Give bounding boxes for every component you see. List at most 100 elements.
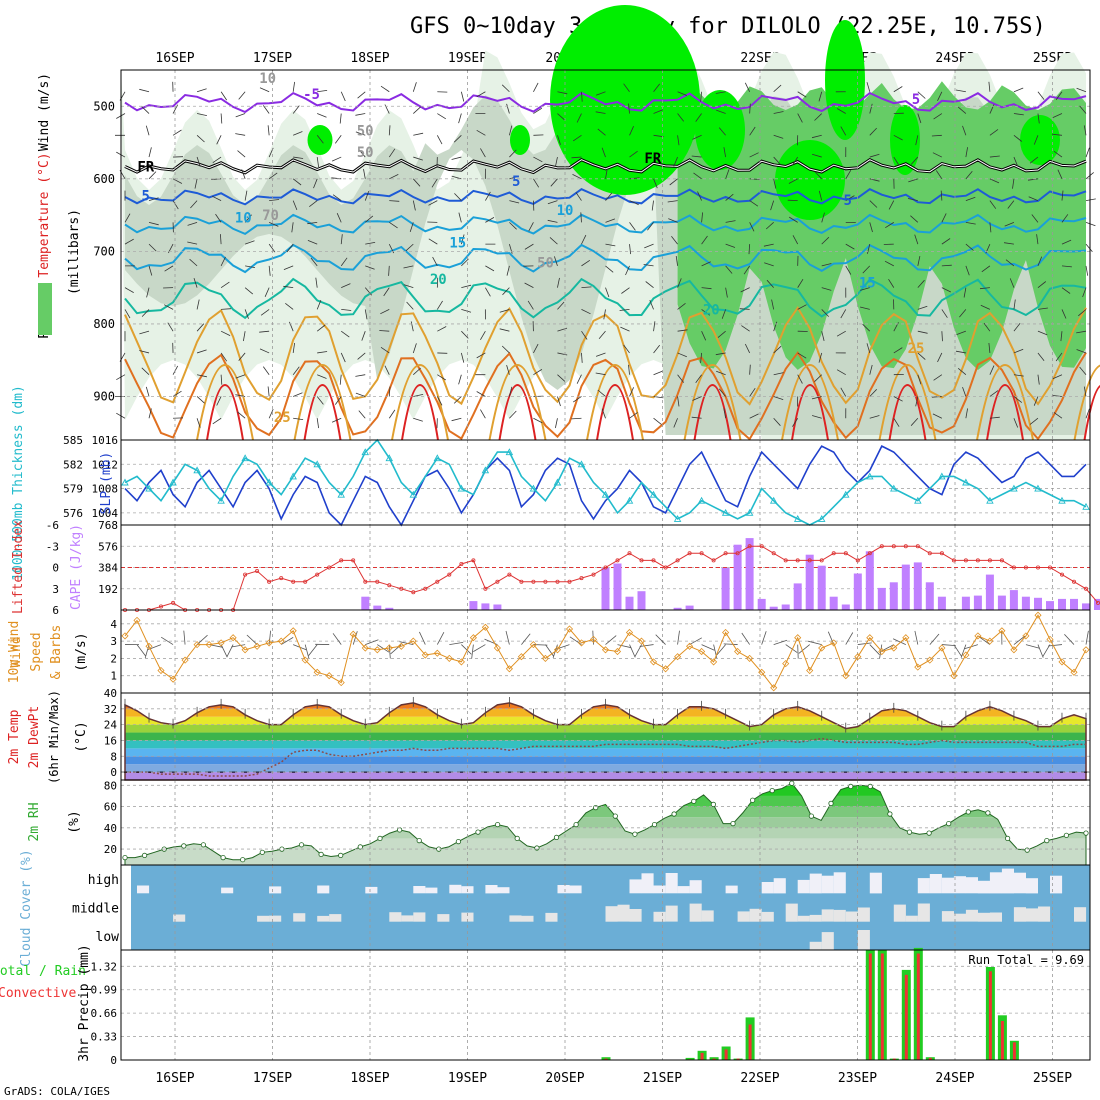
wind-barb	[317, 351, 328, 354]
thickness-marker	[986, 496, 994, 504]
precip-tick: 0.66	[91, 1007, 118, 1020]
ylabel-temp2m-3: (6hr Min/Max)	[47, 690, 61, 784]
li-point	[447, 572, 452, 577]
ylabel-millibars: (millibars)	[67, 209, 82, 295]
wind-barb	[412, 82, 417, 92]
wind-barb	[1078, 309, 1087, 317]
wind-barb	[629, 150, 638, 158]
wind-barb	[293, 131, 303, 136]
wind-barb	[1012, 178, 1015, 189]
wind-point	[481, 623, 489, 631]
wind-barb	[557, 352, 568, 356]
wind-point	[938, 644, 946, 652]
wind-barb	[501, 345, 510, 354]
temp-tick: 16	[104, 734, 117, 747]
wind-barb-10m	[160, 636, 174, 645]
wind-barb	[740, 287, 750, 293]
wind-barb	[413, 106, 421, 114]
wind-barb	[603, 309, 606, 320]
cloud-cell	[821, 875, 834, 894]
wind-barb-10m	[352, 631, 358, 645]
wind-barb	[716, 109, 726, 114]
wind-barb	[718, 388, 726, 397]
wind-barb	[956, 330, 967, 335]
cape-bar	[493, 604, 502, 610]
li-point	[495, 579, 500, 584]
wind-barb	[237, 150, 246, 158]
wind-barb	[220, 374, 223, 385]
wind-barb-10m	[857, 642, 872, 645]
cape-bar	[1009, 590, 1018, 610]
wind-barb	[431, 178, 438, 188]
li-point	[855, 558, 860, 563]
wind-barb	[1079, 366, 1087, 375]
precip-conv-bar	[928, 1057, 932, 1060]
footer-credit: GrADS: COLA/IGES	[4, 1085, 110, 1098]
wind-barb	[480, 330, 486, 340]
cape-bar	[373, 605, 382, 610]
wind-barb	[908, 178, 918, 183]
cloud-cell	[689, 903, 702, 922]
wind-point	[818, 644, 826, 652]
bottom-date-label-24SEP: 24SEP	[935, 1071, 974, 1086]
wind-barb	[148, 221, 159, 226]
wind-barb	[677, 113, 685, 122]
wind-barb	[623, 344, 630, 354]
upper-air-panel: -5 5 FR FR 5 5 5 10 10 15 15 20 20 25 25 10 50 50 70 50 500 6…	[93, 5, 1100, 441]
wind-barb	[797, 374, 803, 384]
wind-barb	[148, 171, 157, 180]
wind-barb	[643, 264, 654, 267]
wind-point	[637, 637, 646, 645]
wind-barb	[963, 287, 967, 298]
wind-barb	[1053, 150, 1063, 158]
wind-barb	[339, 113, 342, 124]
wind-barb	[773, 84, 782, 93]
wind-barb	[557, 301, 565, 310]
precip-conv-bar	[736, 1058, 740, 1060]
contour-line-35	[498, 384, 537, 441]
wind-barb	[148, 408, 152, 419]
ylabel-precip-conv: Convective	[0, 986, 76, 1001]
wind-barb	[220, 91, 228, 101]
cloud-cell	[617, 904, 630, 922]
wind-barb	[581, 352, 583, 363]
cloud-cell	[857, 907, 870, 922]
wind-barb-10m	[845, 632, 854, 645]
wind-barb	[653, 417, 662, 425]
wind-barb-10m	[521, 633, 531, 645]
wind-point	[746, 654, 754, 662]
wind-barb	[845, 265, 852, 275]
cape-bar	[361, 596, 370, 610]
wind-barb	[316, 135, 324, 144]
cloud-cell	[989, 912, 1002, 922]
wind-barb	[572, 134, 582, 142]
wind-barb	[235, 374, 246, 379]
wind-barb	[937, 91, 943, 101]
cloud-cell	[821, 909, 834, 922]
wind-barb	[749, 364, 751, 375]
wind-point	[445, 654, 453, 662]
rh-band	[125, 785, 1086, 796]
wind-barb	[1003, 242, 1014, 245]
wind-barb	[555, 418, 558, 429]
wind-barb	[965, 265, 970, 276]
wind-barb	[428, 238, 438, 245]
wind-barb	[836, 330, 846, 337]
cape-bar	[745, 538, 754, 610]
rh-point	[514, 835, 520, 842]
wind-point	[217, 639, 225, 647]
li-point	[915, 544, 920, 549]
wind-barb	[196, 418, 201, 428]
wind-barb	[773, 417, 781, 426]
thickness-marker	[241, 454, 249, 462]
wind-barb	[701, 261, 711, 267]
contour-line-30b	[683, 364, 742, 441]
wind-barb	[244, 240, 255, 245]
wind-barb	[262, 366, 270, 375]
precip-conv-bar	[1012, 1042, 1016, 1060]
wind-barb	[962, 386, 967, 397]
wind-point	[902, 634, 910, 642]
wind-barb	[965, 408, 968, 419]
wind-barb	[862, 265, 871, 274]
